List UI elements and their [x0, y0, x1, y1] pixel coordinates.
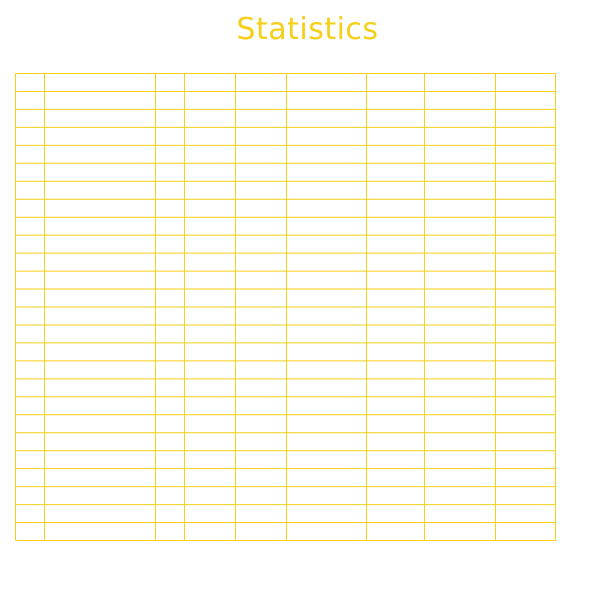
page-title: Statistics: [236, 12, 379, 47]
